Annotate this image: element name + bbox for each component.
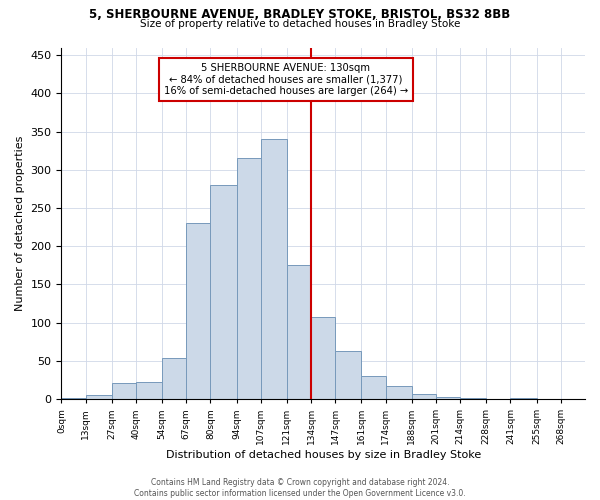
Bar xyxy=(460,398,486,399)
Bar xyxy=(162,358,186,399)
Bar xyxy=(211,185,236,399)
Bar xyxy=(287,266,311,399)
Bar xyxy=(61,398,86,399)
Bar xyxy=(311,318,335,399)
Text: Contains HM Land Registry data © Crown copyright and database right 2024.
Contai: Contains HM Land Registry data © Crown c… xyxy=(134,478,466,498)
Bar xyxy=(361,376,386,399)
Text: 5, SHERBOURNE AVENUE, BRADLEY STOKE, BRISTOL, BS32 8BB: 5, SHERBOURNE AVENUE, BRADLEY STOKE, BRI… xyxy=(89,8,511,20)
Bar xyxy=(386,386,412,399)
Y-axis label: Number of detached properties: Number of detached properties xyxy=(15,136,25,311)
Bar xyxy=(236,158,261,399)
Bar xyxy=(436,396,460,399)
Text: Size of property relative to detached houses in Bradley Stoke: Size of property relative to detached ho… xyxy=(140,19,460,29)
Bar xyxy=(261,139,287,399)
Bar xyxy=(412,394,436,399)
Bar xyxy=(86,395,112,399)
X-axis label: Distribution of detached houses by size in Bradley Stoke: Distribution of detached houses by size … xyxy=(166,450,481,460)
Text: 5 SHERBOURNE AVENUE: 130sqm
← 84% of detached houses are smaller (1,377)
16% of : 5 SHERBOURNE AVENUE: 130sqm ← 84% of det… xyxy=(164,63,408,96)
Bar xyxy=(112,383,136,399)
Bar xyxy=(186,224,211,399)
Bar xyxy=(136,382,162,399)
Bar xyxy=(511,398,536,399)
Bar xyxy=(335,351,361,399)
